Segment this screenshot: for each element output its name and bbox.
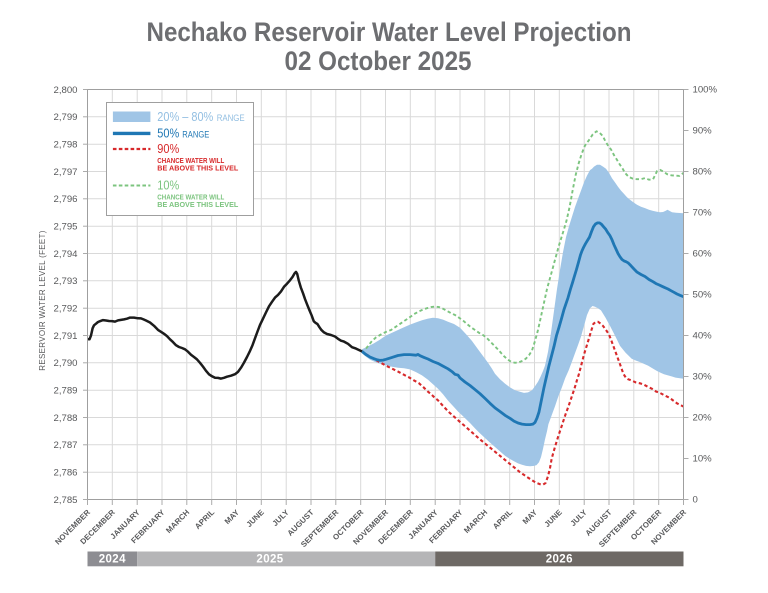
svg-text:90%: 90% xyxy=(693,126,713,137)
svg-text:BE ABOVE THIS LEVEL: BE ABOVE THIS LEVEL xyxy=(157,200,239,209)
svg-text:2026: 2026 xyxy=(546,554,573,566)
svg-text:CHANCE WATER WILL: CHANCE WATER WILL xyxy=(157,193,225,202)
svg-text:RANGE: RANGE xyxy=(217,113,245,123)
svg-text:2,790: 2,790 xyxy=(53,358,77,369)
svg-text:10%: 10% xyxy=(693,454,713,465)
svg-text:02 October 2025: 02 October 2025 xyxy=(285,46,472,76)
svg-text:2,796: 2,796 xyxy=(53,194,77,205)
svg-text:2,797: 2,797 xyxy=(53,167,77,178)
svg-text:2,794: 2,794 xyxy=(53,249,78,260)
svg-text:2,798: 2,798 xyxy=(53,140,77,151)
svg-text:2,792: 2,792 xyxy=(53,304,77,315)
svg-text:Nechako Reservoir Water Level: Nechako Reservoir Water Level Projection xyxy=(147,17,632,47)
svg-text:10%: 10% xyxy=(157,179,179,193)
svg-text:80%: 80% xyxy=(693,167,713,178)
svg-text:2024: 2024 xyxy=(99,554,126,566)
svg-text:70%: 70% xyxy=(693,208,713,219)
svg-text:2,787: 2,787 xyxy=(53,440,77,451)
svg-text:RESERVOIR WATER LEVEL (FEET): RESERVOIR WATER LEVEL (FEET) xyxy=(38,230,47,370)
svg-text:2,799: 2,799 xyxy=(53,112,77,123)
svg-text:2025: 2025 xyxy=(256,554,283,566)
svg-text:BE ABOVE THIS LEVEL: BE ABOVE THIS LEVEL xyxy=(157,164,239,173)
svg-text:30%: 30% xyxy=(693,372,713,383)
svg-text:2,786: 2,786 xyxy=(53,468,77,479)
svg-text:RANGE: RANGE xyxy=(182,130,209,140)
svg-text:20%: 20% xyxy=(693,413,713,424)
svg-text:CHANCE WATER WILL: CHANCE WATER WILL xyxy=(157,156,225,165)
svg-text:0: 0 xyxy=(693,495,698,506)
svg-text:2,788: 2,788 xyxy=(53,413,77,424)
svg-text:20% – 80%: 20% – 80% xyxy=(157,110,213,124)
svg-text:50%: 50% xyxy=(693,290,713,301)
svg-text:50%: 50% xyxy=(157,127,179,141)
svg-text:2,791: 2,791 xyxy=(53,331,77,342)
svg-text:90%: 90% xyxy=(157,142,179,156)
svg-text:2,785: 2,785 xyxy=(53,495,77,506)
svg-text:60%: 60% xyxy=(693,249,713,260)
svg-text:100%: 100% xyxy=(693,85,718,96)
svg-text:2,793: 2,793 xyxy=(53,276,77,287)
svg-text:40%: 40% xyxy=(693,331,713,342)
svg-text:2,789: 2,789 xyxy=(53,386,77,397)
svg-text:2,795: 2,795 xyxy=(53,222,77,233)
svg-text:2,800: 2,800 xyxy=(53,85,77,96)
